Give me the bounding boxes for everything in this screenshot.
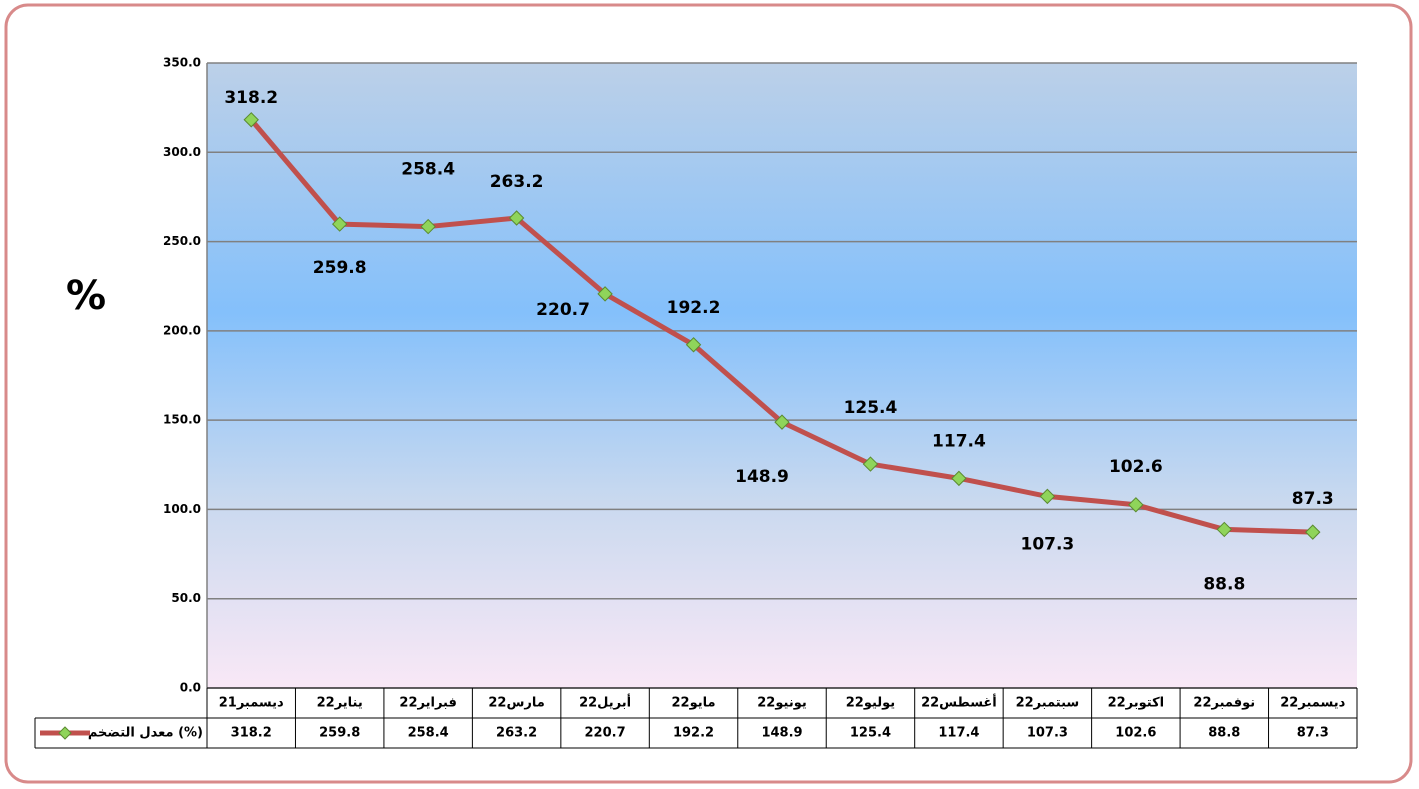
data-label: 258.4 <box>401 160 455 180</box>
marker <box>1305 524 1321 540</box>
table-value: 258.4 <box>408 726 449 741</box>
x-tick-label: يونيو22 <box>757 696 806 711</box>
marker <box>685 337 702 353</box>
data-label: 192.2 <box>667 298 721 318</box>
y-tick-label: 0.0 <box>180 681 201 695</box>
x-tick-label: نوفمبر22 <box>1193 696 1255 711</box>
table-value: 117.4 <box>938 726 979 741</box>
data-label: 88.8 <box>1203 574 1245 594</box>
marker <box>508 210 525 226</box>
x-tick-label: يناير22 <box>317 696 363 711</box>
table-value: 259.8 <box>319 726 360 741</box>
table-value: 87.3 <box>1297 726 1329 741</box>
x-tick-label: ديسمبر22 <box>1280 696 1345 711</box>
y-tick-label: 300.0 <box>163 145 201 159</box>
y-tick-label: 150.0 <box>163 413 201 427</box>
x-tick-label: مارس22 <box>488 696 544 711</box>
marker <box>331 216 348 232</box>
y-tick-label: 100.0 <box>163 502 201 516</box>
y-tick-label: 200.0 <box>163 323 201 337</box>
x-tick-label: فبراير22 <box>399 696 456 711</box>
table-value: 88.8 <box>1208 726 1240 741</box>
data-label: 107.3 <box>1020 534 1074 554</box>
data-label: 87.3 <box>1292 489 1334 509</box>
x-tick-label: سبتمبر22 <box>1016 696 1080 711</box>
x-tick-label: ديسمبر21 <box>219 696 284 711</box>
x-tick-label: أبريل22 <box>579 694 631 711</box>
marker <box>1039 488 1056 505</box>
data-label: 220.7 <box>536 300 590 320</box>
marker <box>1216 521 1233 538</box>
marker <box>774 414 790 430</box>
marker <box>862 456 879 472</box>
data-label: 263.2 <box>490 172 544 192</box>
data-label: 117.4 <box>932 431 986 451</box>
marker <box>1128 497 1144 513</box>
data-label: 318.2 <box>224 88 278 108</box>
marker <box>597 286 613 302</box>
table-value: 107.3 <box>1027 726 1068 741</box>
marker <box>243 112 259 128</box>
table-value: 148.9 <box>761 726 802 741</box>
x-tick-label: يوليو22 <box>846 696 895 711</box>
table-value: 318.2 <box>231 726 272 741</box>
y-tick-label: 350.0 <box>163 56 201 70</box>
plot-area <box>207 63 1357 688</box>
data-label: 259.8 <box>313 258 367 278</box>
data-label: 102.6 <box>1109 457 1163 477</box>
table-value: 102.6 <box>1115 726 1156 741</box>
table-value: 125.4 <box>850 726 891 741</box>
legend-marker <box>58 726 72 740</box>
table-value: 192.2 <box>673 726 714 741</box>
marker <box>420 218 436 235</box>
legend-label: معدل التضخم (%) <box>88 726 203 741</box>
table-value: 220.7 <box>585 726 626 741</box>
data-label: 125.4 <box>844 398 898 418</box>
table-value: 263.2 <box>496 726 537 741</box>
x-tick-label: مايو22 <box>672 696 716 711</box>
marker <box>951 470 967 487</box>
x-tick-label: اكتوبر22 <box>1108 696 1165 711</box>
data-label: 148.9 <box>735 467 789 487</box>
y-tick-label: 250.0 <box>163 234 201 248</box>
y-tick-label: 50.0 <box>171 591 201 605</box>
x-tick-label: أغسطس22 <box>921 694 997 711</box>
y-axis-label: % <box>66 273 106 319</box>
